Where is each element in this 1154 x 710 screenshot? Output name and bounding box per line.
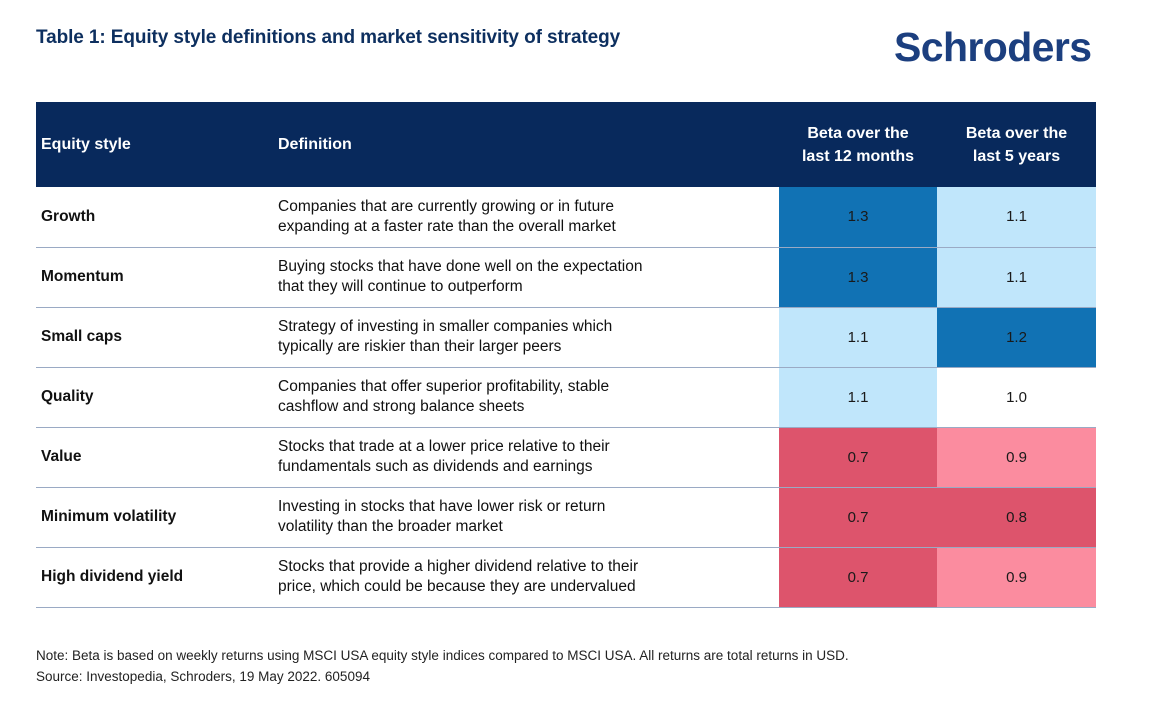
equity-style-cell: Value — [41, 448, 82, 465]
beta-5y-cell: 0.9 — [937, 547, 1096, 607]
beta-5y-cell: 1.1 — [937, 187, 1096, 247]
equity-style-cell: Growth — [41, 207, 96, 225]
definition-line: Stocks that provide a higher dividend re… — [278, 558, 639, 575]
header-beta-5y: Beta over the last 5 years — [937, 102, 1096, 187]
header-definition: Definition — [278, 135, 352, 153]
schroders-logo: Schroders — [894, 24, 1092, 70]
header-beta-5y-line2: last 5 years — [972, 147, 1061, 165]
beta-12m-cell: 1.1 — [779, 307, 937, 367]
equity-style-cell: Minimum volatility — [41, 508, 177, 525]
definition-cell: Buying stocks that have done well on the… — [272, 247, 779, 307]
definition-cell: Companies that offer superior profitabil… — [272, 367, 779, 427]
equity-style-cell: Small caps — [41, 328, 122, 345]
table-row: Minimum volatility Investing in stocks th… — [36, 487, 1096, 547]
beta-12m-cell: 0.7 — [779, 427, 937, 487]
header-beta-12m-line1: Beta over the — [807, 124, 909, 142]
table-header-row: Equity style Definition Beta over the la… — [36, 102, 1096, 187]
beta-5y-cell: 0.9 — [937, 427, 1096, 487]
definition-line: that they will continue to outperform — [278, 278, 523, 295]
beta-12m-cell: 1.1 — [779, 367, 937, 427]
definition-line: Investing in stocks that have lower risk… — [278, 498, 606, 515]
definition-line: Buying stocks that have done well on the… — [278, 258, 643, 275]
beta-5y-cell: 0.8 — [937, 487, 1096, 547]
footnote-note: Note: Beta is based on weekly returns us… — [36, 648, 849, 663]
definition-line: Strategy of investing in smaller compani… — [278, 318, 613, 335]
definition-line: fundamentals such as dividends and earni… — [278, 458, 593, 475]
header-equity-style: Equity style — [41, 135, 131, 153]
beta-12m-cell: 1.3 — [779, 247, 937, 307]
table-row: Momentum Buying stocks that have done wel… — [36, 247, 1096, 307]
table-row: Small caps Strategy of investing in small… — [36, 307, 1096, 367]
beta-12m-cell: 1.3 — [779, 187, 937, 247]
definition-cell: Investing in stocks that have lower risk… — [272, 487, 779, 547]
table-row: Value Stocks that trade at a lower price … — [36, 427, 1096, 487]
header-beta-12m-line2: last 12 months — [801, 147, 915, 165]
equity-style-cell: Quality — [41, 388, 94, 405]
header-beta-5y-line1: Beta over the — [965, 124, 1068, 142]
definition-line: cashflow and strong balance sheets — [278, 398, 525, 415]
equity-style-cell: Momentum — [41, 268, 124, 285]
table-row: High dividend yield Stocks that provide a… — [36, 547, 1096, 607]
beta-5y-cell: 1.0 — [937, 367, 1096, 427]
beta-12m-cell: 0.7 — [779, 547, 937, 607]
definition-line: Companies that offer superior profitabil… — [278, 378, 610, 395]
definition-line: typically are riskier than their larger … — [278, 338, 562, 355]
definition-cell: Companies that are currently growing or … — [272, 187, 779, 247]
footnote-source: Source: Investopedia, Schroders, 19 May … — [36, 669, 370, 684]
equity-style-cell: High dividend yield — [41, 568, 184, 585]
table-body: Growth Companies that are currently growi… — [36, 187, 1096, 607]
table-row: Growth Companies that are currently growi… — [36, 187, 1096, 247]
beta-5y-cell: 1.1 — [937, 247, 1096, 307]
beta-12m-cell: 0.7 — [779, 487, 937, 547]
definition-line: Stocks that trade at a lower price relat… — [278, 438, 610, 455]
definition-line: volatility than the broader market — [278, 518, 503, 535]
header-beta-12m: Beta over the last 12 months — [779, 102, 937, 187]
table-row: Quality Companies that offer superior pro… — [36, 367, 1096, 427]
definition-line: Companies that are currently growing or … — [278, 197, 614, 215]
beta-5y-cell: 1.2 — [937, 307, 1096, 367]
equity-style-table: Equity style Definition Beta over the la… — [36, 102, 1096, 608]
definition-cell: Stocks that trade at a lower price relat… — [272, 427, 779, 487]
definition-line: expanding at a faster rate than the over… — [278, 217, 616, 235]
definition-line: price, which could be because they are u… — [278, 578, 636, 595]
table-title: Table 1: Equity style definitions and ma… — [36, 27, 621, 48]
definition-cell: Strategy of investing in smaller compani… — [272, 307, 779, 367]
definition-cell: Stocks that provide a higher dividend re… — [272, 547, 779, 607]
footnote: Note: Beta is based on weekly returns us… — [36, 645, 849, 687]
